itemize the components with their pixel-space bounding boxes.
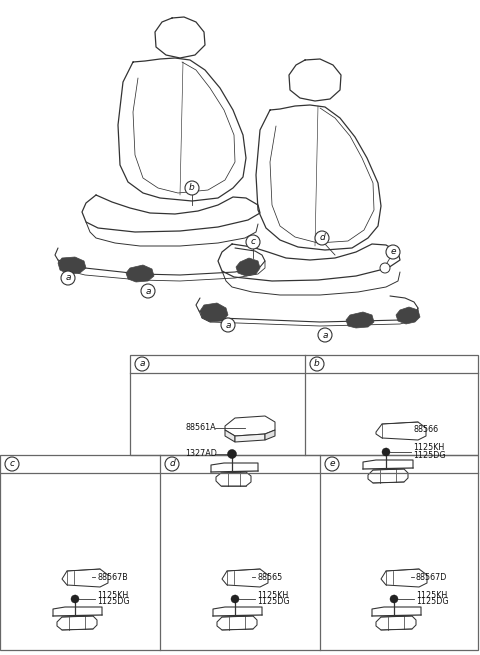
Text: 1327AD: 1327AD [185, 449, 217, 458]
Polygon shape [126, 265, 154, 282]
Text: a: a [65, 274, 71, 282]
Polygon shape [62, 569, 108, 587]
Text: 1125DG: 1125DG [257, 597, 289, 607]
Polygon shape [222, 569, 268, 587]
Polygon shape [381, 569, 427, 587]
Text: a: a [139, 360, 145, 369]
Bar [0, 455, 478, 650]
Polygon shape [217, 616, 257, 630]
Circle shape [310, 357, 324, 371]
Text: 88566: 88566 [413, 426, 438, 434]
Circle shape [185, 181, 199, 195]
Polygon shape [376, 422, 426, 440]
Text: a: a [322, 331, 328, 339]
Circle shape [382, 448, 390, 456]
Text: 88567B: 88567B [97, 572, 128, 582]
Circle shape [386, 245, 400, 259]
Text: d: d [169, 460, 175, 468]
Text: 88567D: 88567D [416, 572, 447, 582]
Polygon shape [200, 303, 228, 322]
Polygon shape [368, 469, 408, 483]
Text: b: b [314, 360, 320, 369]
Circle shape [71, 595, 79, 603]
Text: 1125DG: 1125DG [413, 451, 445, 460]
Circle shape [246, 235, 260, 249]
Circle shape [315, 231, 329, 245]
Circle shape [5, 457, 19, 471]
Polygon shape [58, 257, 86, 274]
Text: 1125KH: 1125KH [97, 591, 128, 599]
Polygon shape [396, 307, 420, 324]
Text: d: d [319, 233, 325, 242]
Circle shape [61, 271, 75, 285]
Polygon shape [225, 430, 235, 442]
Circle shape [141, 284, 155, 298]
Polygon shape [235, 434, 265, 442]
Circle shape [135, 357, 149, 371]
Text: 1125KH: 1125KH [416, 591, 447, 599]
Text: b: b [189, 183, 195, 193]
Polygon shape [216, 472, 251, 486]
Text: 88561A: 88561A [185, 424, 216, 432]
Polygon shape [346, 312, 374, 328]
Circle shape [390, 595, 398, 603]
Polygon shape [225, 416, 275, 436]
Text: 88565: 88565 [257, 572, 282, 582]
Text: a: a [225, 320, 231, 329]
Text: c: c [10, 460, 14, 468]
Text: 1125DG: 1125DG [97, 597, 130, 607]
Text: 1125KH: 1125KH [257, 591, 288, 599]
Polygon shape [265, 430, 275, 440]
Bar [130, 355, 478, 455]
Text: 1125DG: 1125DG [416, 597, 449, 607]
Circle shape [231, 595, 239, 603]
Circle shape [325, 457, 339, 471]
Polygon shape [57, 616, 97, 630]
Text: e: e [329, 460, 335, 468]
Circle shape [228, 449, 237, 458]
Polygon shape [236, 258, 260, 276]
Text: c: c [251, 238, 255, 246]
Circle shape [318, 328, 332, 342]
Circle shape [380, 263, 390, 273]
Text: e: e [390, 248, 396, 257]
Polygon shape [376, 616, 416, 630]
Text: a: a [145, 286, 151, 295]
Text: 1125KH: 1125KH [413, 443, 444, 453]
Circle shape [221, 318, 235, 332]
Circle shape [165, 457, 179, 471]
